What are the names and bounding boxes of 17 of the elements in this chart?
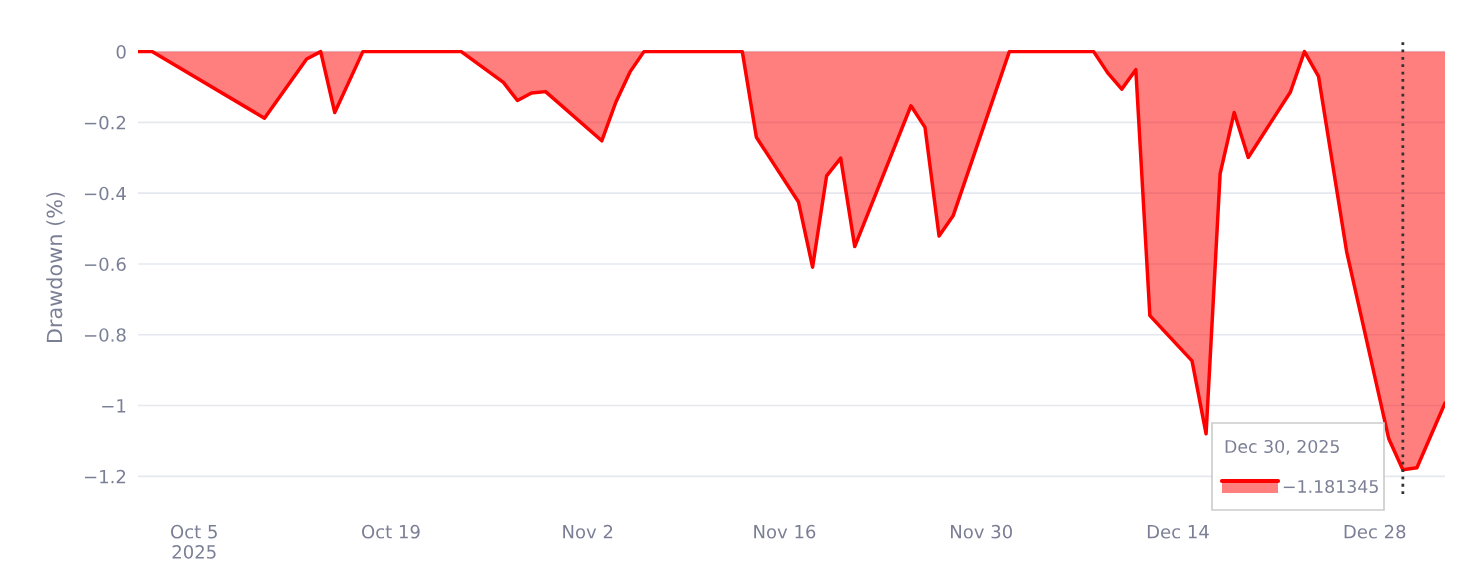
y-axis-title: Drawdown (%) bbox=[46, 192, 65, 343]
annotation: Dec 30, 2025 bbox=[1225, 439, 1339, 455]
x-tick-label: Nov 2 bbox=[563, 524, 613, 539]
y-tick-label: −0.2 bbox=[84, 115, 126, 130]
x-tick-label: Dec 28 bbox=[1344, 524, 1406, 539]
x-tick-label: Dec 14 bbox=[1147, 525, 1209, 539]
x-tick-label: Oct 19 bbox=[362, 524, 420, 539]
y-tick-label: −0.4 bbox=[84, 186, 126, 201]
y-tick-label: −1.2 bbox=[84, 469, 126, 484]
x-tick-label: Nov 16 bbox=[754, 524, 816, 539]
x-tick-label: Nov 30 bbox=[951, 524, 1012, 539]
y-tick-label: −0.6 bbox=[84, 257, 126, 272]
x-tick-label: Oct 5 2025 bbox=[171, 524, 217, 559]
annotation: −1.181345 bbox=[1283, 479, 1378, 494]
y-tick-label: −1 bbox=[102, 399, 126, 413]
y-tick-label: 0 bbox=[116, 45, 126, 59]
y-tick-label: −0.8 bbox=[84, 328, 126, 342]
